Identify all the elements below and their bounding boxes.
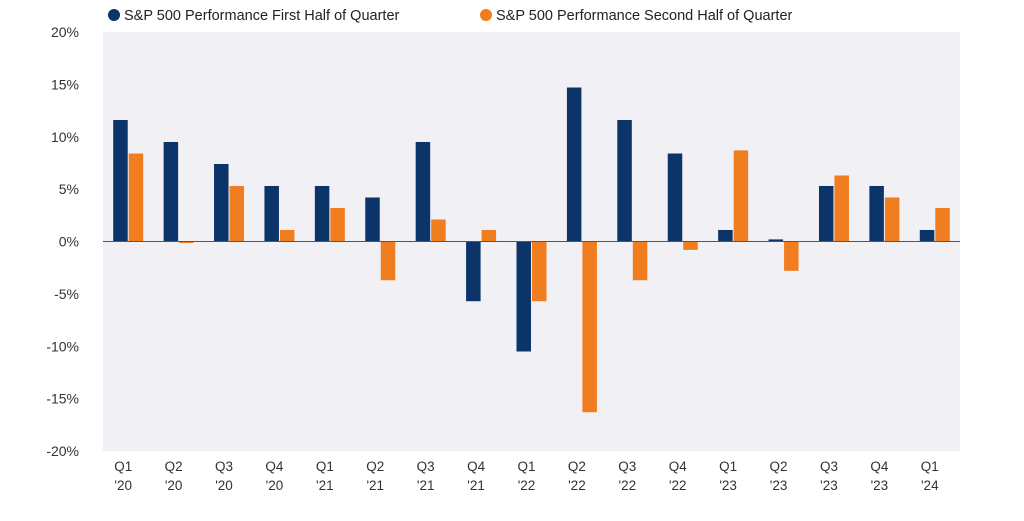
x-tick-label-year: '23 xyxy=(871,478,889,493)
bar-first-half xyxy=(818,185,834,242)
x-tick-label: Q4 xyxy=(265,459,284,474)
bar-first-half xyxy=(516,241,531,352)
x-tick-label: Q1 xyxy=(921,459,939,474)
bar-second-half xyxy=(431,219,446,242)
bar-first-half xyxy=(919,229,935,242)
bar-first-half xyxy=(415,141,431,242)
y-tick-label: 15% xyxy=(51,76,79,92)
bar-second-half xyxy=(582,241,597,413)
x-tick-label-year: '21 xyxy=(417,478,435,493)
x-tick-label: Q1 xyxy=(719,459,737,474)
bar-second-half xyxy=(380,241,396,281)
x-tick-label: Q4 xyxy=(467,459,486,474)
x-tick-label: Q3 xyxy=(215,459,233,474)
bar-second-half xyxy=(884,197,900,242)
y-tick-label: -20% xyxy=(46,443,79,459)
bar-second-half xyxy=(532,241,547,302)
bar-second-half xyxy=(784,241,799,271)
x-tick-label: Q2 xyxy=(165,459,183,474)
legend-label: S&P 500 Performance First Half of Quarte… xyxy=(124,8,400,24)
x-axis: Q1 '20 Q2 '20 Q3 '20 Q4 '20 Q1 '21 Q2 '21 Q3 '21 Q4 '21… xyxy=(114,459,939,493)
y-tick-label: -5% xyxy=(54,286,79,302)
bar-first-half xyxy=(768,239,784,242)
x-tick-label: Q1 xyxy=(114,459,132,474)
bar-first-half xyxy=(466,241,481,302)
bar-second-half xyxy=(935,207,950,242)
x-tick-label: Q1 xyxy=(316,459,334,474)
bars xyxy=(113,87,950,413)
x-tick-label: Q4 xyxy=(870,459,889,474)
bar-second-half xyxy=(733,150,749,242)
bar-first-half xyxy=(667,153,683,242)
legend-label: S&P 500 Performance Second Half of Quart… xyxy=(496,8,793,24)
x-tick-label-year: '22 xyxy=(518,478,536,493)
x-tick-label-year: '21 xyxy=(316,478,334,493)
x-tick-label: Q2 xyxy=(770,459,788,474)
bar-second-half xyxy=(279,229,295,242)
bar-first-half xyxy=(718,229,733,242)
bar-second-half xyxy=(683,241,698,250)
x-tick-label: Q3 xyxy=(618,459,636,474)
bar-second-half xyxy=(128,153,144,242)
legend-swatch xyxy=(480,9,492,21)
x-tick-label-year: '20 xyxy=(266,478,284,493)
bar-first-half xyxy=(163,141,179,242)
bar-second-half xyxy=(834,175,849,242)
bar-second-half xyxy=(632,241,648,281)
bar-first-half xyxy=(365,197,380,242)
x-tick-label: Q2 xyxy=(568,459,586,474)
bar-first-half xyxy=(617,119,632,242)
y-tick-label: 10% xyxy=(51,129,79,145)
legend: S&P 500 Performance First Half of Quarte… xyxy=(108,8,793,24)
bar-second-half xyxy=(229,185,245,242)
x-tick-label-year: '23 xyxy=(770,478,788,493)
x-tick-label: Q3 xyxy=(417,459,435,474)
x-tick-label-year: '23 xyxy=(820,478,838,493)
bar-second-half xyxy=(481,229,497,242)
legend-swatch xyxy=(108,9,120,21)
y-tick-label: 5% xyxy=(59,181,79,197)
bar-first-half xyxy=(113,119,128,242)
x-tick-label: Q2 xyxy=(366,459,384,474)
x-tick-label: Q1 xyxy=(517,459,535,474)
bar-second-half xyxy=(330,207,345,242)
x-tick-label-year: '21 xyxy=(366,478,384,493)
y-tick-label: 0% xyxy=(59,234,79,250)
x-tick-label-year: '22 xyxy=(568,478,586,493)
bar-first-half xyxy=(869,185,884,242)
bar-second-half xyxy=(179,241,194,243)
bar-first-half xyxy=(214,163,229,242)
bar-first-half xyxy=(264,185,279,242)
x-tick-label-year: '21 xyxy=(467,478,485,493)
x-tick-label: Q4 xyxy=(669,459,688,474)
x-tick-label-year: '22 xyxy=(619,478,637,493)
x-tick-label-year: '20 xyxy=(215,478,233,493)
y-axis: 20% 15% 10% 5% 0% -5% -10% -15% -20% xyxy=(46,24,79,459)
x-tick-label-year: '22 xyxy=(669,478,687,493)
x-tick-label-year: '20 xyxy=(114,478,132,493)
x-tick-label: Q3 xyxy=(820,459,838,474)
bar-first-half xyxy=(566,87,582,242)
y-tick-label: 20% xyxy=(51,24,79,40)
bar-first-half xyxy=(314,185,330,242)
y-tick-label: -10% xyxy=(46,338,79,354)
x-tick-label-year: '20 xyxy=(165,478,183,493)
x-tick-label-year: '23 xyxy=(719,478,737,493)
x-tick-label-year: '24 xyxy=(921,478,939,493)
y-tick-label: -15% xyxy=(46,391,79,407)
